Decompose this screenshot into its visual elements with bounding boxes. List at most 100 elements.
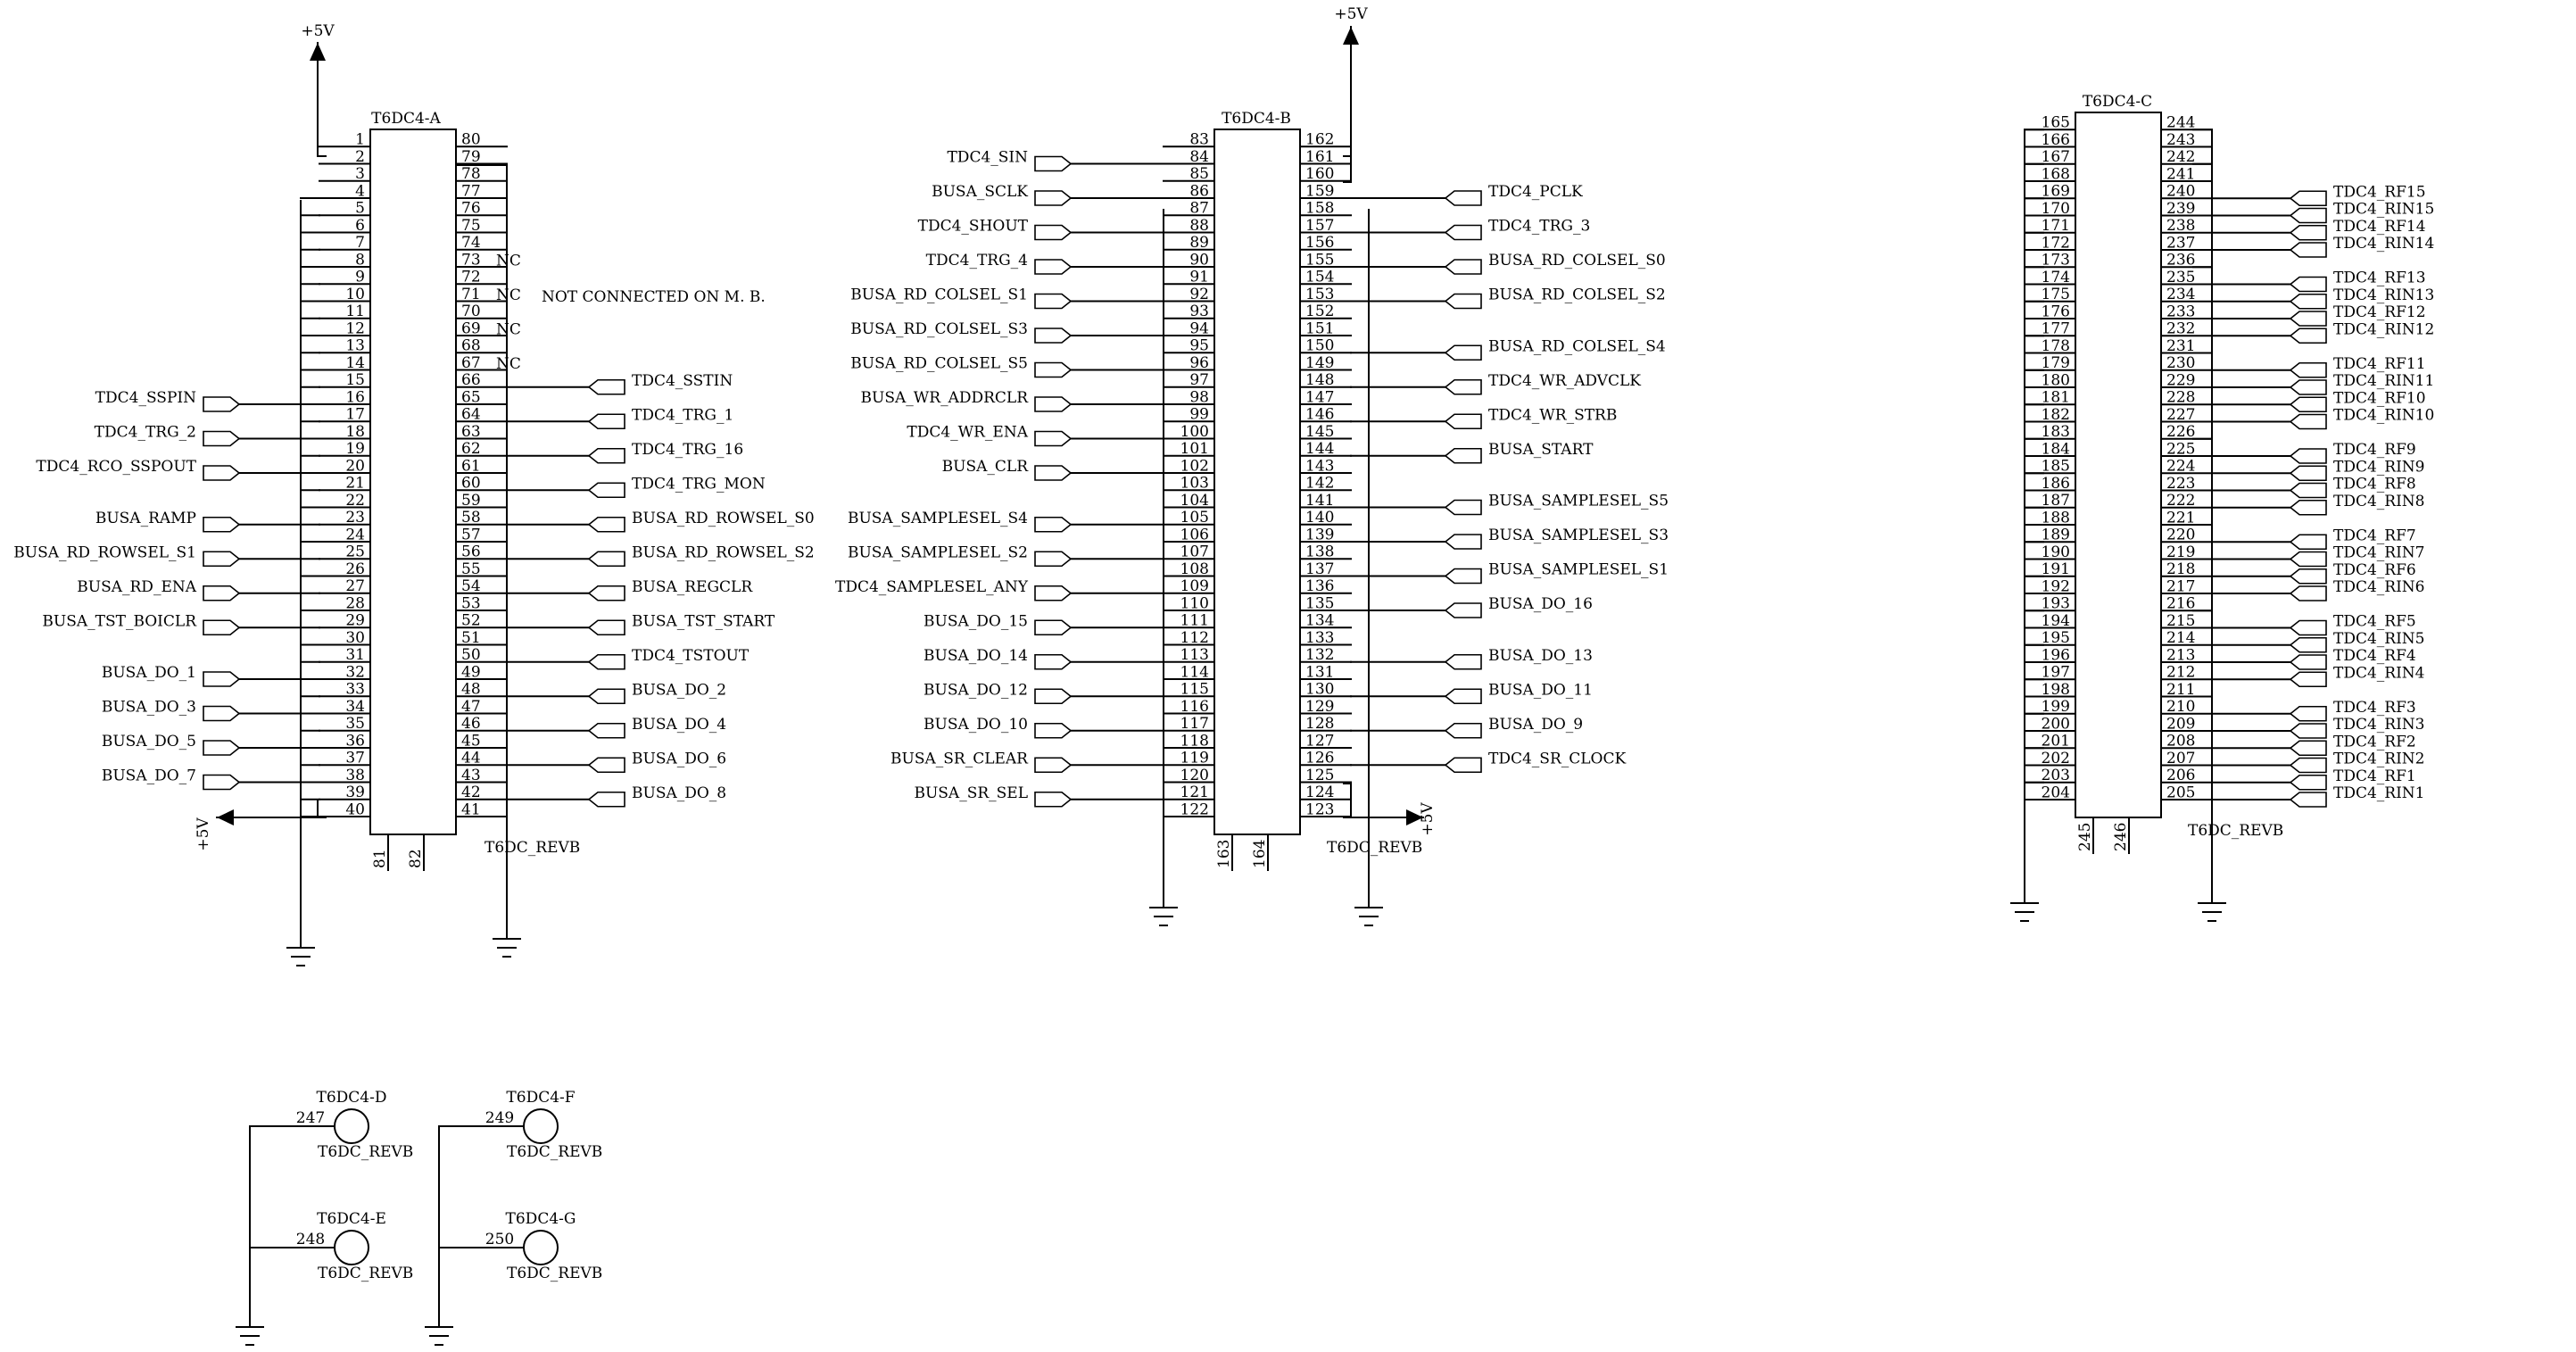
net-label: TDC4_RCO_SSPOUT <box>36 458 196 476</box>
pin-number: 211 <box>2166 681 2195 699</box>
port-flag <box>203 740 241 756</box>
pin-number: 155 <box>1305 251 1334 269</box>
pin-number: 131 <box>1305 663 1334 681</box>
port-flag <box>2289 671 2327 688</box>
pin-number: 161 <box>1305 148 1334 166</box>
pin-number: 3 <box>355 165 365 183</box>
pin-number: 75 <box>461 217 481 235</box>
net-label: BUSA_DO_7 <box>102 767 196 785</box>
pin-number: 226 <box>2166 423 2195 441</box>
pin-number: 25 <box>345 543 365 561</box>
net-label: TDC4_RF8 <box>2333 476 2416 494</box>
chip-c-pins: 1651661671681691701711721731741751761771… <box>2024 114 2434 854</box>
pin-number: 190 <box>2042 543 2070 561</box>
pin-number: 128 <box>1305 715 1334 733</box>
pin-number: 200 <box>2042 715 2070 733</box>
rev-label: T6DC_REVB <box>507 1265 602 1282</box>
port-flag <box>2289 551 2327 568</box>
port-flag <box>2289 534 2327 551</box>
pin-number: 140 <box>1305 509 1334 527</box>
net-label: BUSA_CLR <box>942 458 1030 476</box>
pin-number: 103 <box>1180 475 1209 493</box>
net-label: BUSA_RD_COLSEL_S0 <box>1488 252 1666 270</box>
net-label: BUSA_DO_10 <box>924 716 1028 734</box>
net-label: TDC4_RF7 <box>2333 527 2416 544</box>
pin-number: 182 <box>2042 406 2070 424</box>
pin-number: 34 <box>345 698 365 716</box>
port-flag <box>2289 499 2327 516</box>
net-label: BUSA_RD_COLSEL_S5 <box>850 355 1028 373</box>
port-flag <box>2289 190 2327 207</box>
pin-number: 1 <box>355 131 365 149</box>
net-label: BUSA_DO_4 <box>632 716 726 734</box>
net-label: BUSA_SCLK <box>932 183 1028 201</box>
pin-number: 97 <box>1189 371 1209 389</box>
pin-number: 157 <box>1305 217 1334 235</box>
port-flag <box>2289 723 2327 739</box>
pin-number: 187 <box>2042 492 2070 510</box>
pin-number: 220 <box>2166 527 2195 544</box>
ground-bus-left-a <box>286 200 315 966</box>
pin-number: 58 <box>461 509 481 527</box>
port-flag <box>1444 259 1482 275</box>
vcc-label: +5V <box>301 22 335 40</box>
pin-number: 83 <box>1189 131 1209 149</box>
pin-number: 113 <box>1180 646 1209 664</box>
pin-number: 143 <box>1305 457 1334 475</box>
pin-number: 48 <box>461 681 481 699</box>
net-label: TDC4_RF1 <box>2333 767 2416 785</box>
port-flag <box>1034 224 1073 241</box>
port-flag <box>1444 688 1482 705</box>
pin-number: 14 <box>345 354 365 372</box>
port-flag <box>2289 774 2327 791</box>
pin-number: 195 <box>2042 629 2070 647</box>
port-flag <box>1034 551 1073 568</box>
pin-number: 223 <box>2166 475 2195 493</box>
pin-number: 11 <box>345 303 365 320</box>
pin-number: 87 <box>1189 200 1209 218</box>
net-label: TDC4_SR_CLOCK <box>1488 750 1626 767</box>
ground-bus-right-b <box>1354 209 1383 926</box>
net-label: TDC4_RIN13 <box>2333 286 2434 304</box>
net-label: BUSA_DO_16 <box>1488 595 1593 613</box>
ground-bus-right-a <box>455 164 521 958</box>
port-flag <box>2289 636 2327 653</box>
pin-number: 95 <box>1189 337 1209 355</box>
port-flag <box>2289 311 2327 327</box>
port-flag <box>203 396 241 412</box>
port-flag <box>2289 482 2327 499</box>
net-label: BUSA_RD_COLSEL_S2 <box>1488 286 1666 304</box>
net-label: BUSA_SR_CLEAR <box>890 750 1029 767</box>
pin-number: 197 <box>2042 664 2070 682</box>
pin-number: 107 <box>1180 543 1209 561</box>
net-label: TDC4_RF11 <box>2333 355 2426 373</box>
mh-e-title: T6DC4-E <box>317 1210 386 1228</box>
net-label: TDC4_RIN3 <box>2333 716 2425 734</box>
pin-number: 228 <box>2166 389 2195 407</box>
port-flag <box>203 671 241 687</box>
pin-number: 210 <box>2166 698 2195 716</box>
net-label: TDC4_SAMPLESEL_ANY <box>835 578 1029 596</box>
pin-number: 175 <box>2042 286 2070 303</box>
pin-number: 117 <box>1180 715 1209 733</box>
pin-number: 196 <box>2042 646 2070 664</box>
pin-number: 121 <box>1180 784 1209 801</box>
pin-number: 184 <box>2042 440 2070 458</box>
pin-number: 68 <box>461 337 481 355</box>
port-flag <box>1444 602 1482 618</box>
pin-number: 77 <box>461 182 481 200</box>
net-label: TDC4_RIN7 <box>2333 544 2425 562</box>
pin-number: 93 <box>1189 303 1209 320</box>
pin-number: 45 <box>461 732 481 750</box>
pin-number: 230 <box>2166 354 2195 372</box>
pin-number: 41 <box>461 800 481 818</box>
pin-number: 234 <box>2166 286 2195 303</box>
vcc-symbol-top-b: +5V <box>1334 5 1368 183</box>
pin-number: 218 <box>2166 560 2195 578</box>
pin-number: 109 <box>1180 577 1209 595</box>
net-label: TDC4_RIN10 <box>2333 407 2434 425</box>
pin-number: 204 <box>2042 784 2070 801</box>
pin-number: 206 <box>2166 767 2195 784</box>
pin-number: 4 <box>355 182 365 200</box>
